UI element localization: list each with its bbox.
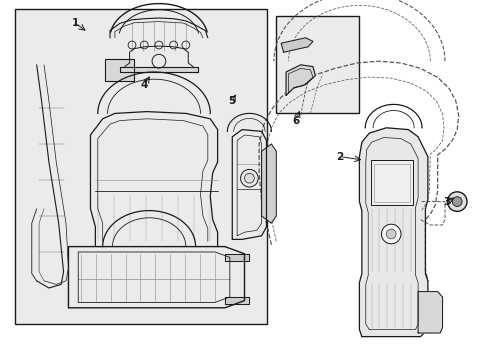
Polygon shape bbox=[281, 38, 312, 52]
Polygon shape bbox=[120, 67, 198, 72]
Polygon shape bbox=[224, 254, 249, 261]
Circle shape bbox=[451, 197, 461, 207]
Bar bbox=[370, 160, 412, 205]
Circle shape bbox=[244, 173, 254, 183]
Circle shape bbox=[386, 229, 395, 239]
Polygon shape bbox=[261, 144, 276, 223]
Circle shape bbox=[447, 192, 466, 211]
Text: 1: 1 bbox=[72, 18, 79, 28]
Polygon shape bbox=[359, 128, 427, 337]
Polygon shape bbox=[285, 65, 315, 95]
Polygon shape bbox=[224, 297, 249, 304]
Bar bbox=[373, 164, 409, 202]
Circle shape bbox=[381, 224, 400, 244]
Bar bbox=[105, 59, 134, 81]
Text: 5: 5 bbox=[228, 96, 235, 106]
Text: 3: 3 bbox=[443, 197, 450, 207]
Bar bbox=[15, 9, 266, 324]
Polygon shape bbox=[417, 292, 442, 333]
Text: 2: 2 bbox=[336, 152, 343, 162]
Text: 4: 4 bbox=[140, 80, 148, 90]
Bar bbox=[276, 16, 359, 113]
Text: 6: 6 bbox=[292, 116, 299, 126]
